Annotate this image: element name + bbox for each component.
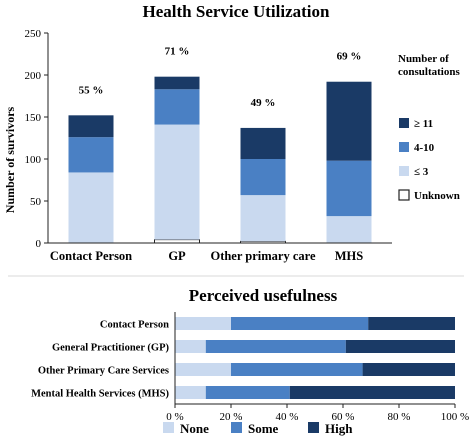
utilization-bar-segment	[326, 160, 372, 217]
usefulness-x-tick-label: 0 %	[166, 411, 183, 423]
utilization-bar-segment	[326, 81, 372, 161]
usefulness-legend-label: None	[180, 421, 209, 436]
utilization-y-tick-label: 150	[25, 112, 42, 124]
utilization-bar-segment	[240, 195, 286, 242]
usefulness-legend-swatch	[163, 422, 174, 433]
legend-title-line-1: Number of	[398, 53, 449, 65]
usefulness-x-tick-label: 60 %	[332, 411, 355, 423]
usefulness-x-tick-label: 40 %	[276, 411, 299, 423]
utilization-percent-label: 55 %	[79, 84, 104, 96]
usefulness-category-labels: Contact Person General Practitioner (GP) O…	[31, 320, 169, 400]
utilization-legend-swatch	[398, 189, 410, 201]
utilization-legend-swatch	[399, 118, 409, 128]
utilization-category-label: Contact Person	[50, 249, 132, 263]
utilization-y-ticks: 0 50 100 150 200 250	[25, 28, 48, 250]
utilization-bars	[68, 76, 372, 244]
utilization-legend-label: 4-10	[414, 142, 435, 154]
usefulness-bar-segment	[175, 363, 231, 376]
utilization-y-axis-label: Number of survivors	[3, 106, 17, 213]
usefulness-legend-swatch	[308, 422, 319, 433]
utilization-bar-segment	[154, 76, 200, 90]
usefulness-x-tick-label: 100 %	[441, 411, 469, 423]
usefulness-bar-segment	[345, 340, 455, 353]
utilization-bar-segment	[154, 124, 200, 240]
usefulness-legend-label: High	[325, 421, 353, 436]
utilization-y-tick-label: 50	[30, 196, 42, 208]
usefulness-legend-swatch	[231, 422, 242, 433]
usefulness-x-ticks: 0 % 20 % 40 % 60 % 80 % 100 %	[166, 404, 469, 423]
usefulness-bar-segment	[205, 386, 290, 399]
utilization-bar-segment	[240, 127, 286, 159]
usefulness-bar-segment	[205, 340, 346, 353]
usefulness-category-label: Mental Health Services (MHS)	[31, 389, 169, 400]
utilization-legend: Number of consultations ≥ 11 4-10 ≤ 3 Unkno…	[398, 53, 460, 202]
utilization-y-tick-label: 200	[25, 70, 42, 82]
usefulness-bar-segment	[231, 363, 363, 376]
usefulness-bar-segment	[175, 340, 206, 353]
utilization-y-tick-label: 250	[25, 28, 42, 40]
utilization-bar-segment	[154, 89, 200, 125]
usefulness-bar-segment	[368, 317, 455, 330]
utilization-percent-label: 69 %	[337, 51, 362, 63]
utilization-category-label: MHS	[335, 249, 364, 263]
utilization-bar-segment	[240, 159, 286, 196]
utilization-bar-segment	[68, 172, 114, 243]
usefulness-bar-segment	[289, 386, 455, 399]
usefulness-bar-segment	[231, 317, 369, 330]
utilization-bar-segment	[326, 216, 372, 243]
usefulness-bar-segment	[175, 386, 206, 399]
usefulness-legend-label: Some	[248, 421, 279, 436]
usefulness-legend: None Some High	[163, 421, 353, 436]
utilization-bar-segment	[68, 137, 114, 173]
utilization-legend-swatch	[399, 142, 409, 152]
usefulness-x-tick-label: 80 %	[388, 411, 411, 423]
utilization-y-tick-label: 100	[25, 154, 42, 166]
utilization-percent-label: 49 %	[251, 97, 276, 109]
usefulness-chart-title: Perceived usefulness	[189, 286, 338, 305]
usefulness-category-label: General Practitioner (GP)	[52, 343, 170, 354]
utilization-percent-labels: 55 % 71 % 49 % 69 %	[79, 46, 362, 109]
utilization-category-label: GP	[168, 249, 186, 263]
utilization-legend-items: ≥ 11 4-10 ≤ 3 Unknown	[398, 118, 460, 202]
utilization-legend-label: Unknown	[414, 190, 460, 202]
utilization-legend-label: ≤ 3	[414, 166, 429, 178]
utilization-bar-segment	[68, 115, 114, 138]
usefulness-chart: Perceived usefulness Contact Person Gener…	[31, 286, 469, 436]
utilization-legend-swatch	[399, 166, 409, 176]
utilization-category-label: Other primary care	[210, 249, 316, 263]
usefulness-bar-segment	[362, 363, 455, 376]
utilization-bar-segment	[154, 239, 200, 244]
usefulness-category-label: Contact Person	[100, 320, 169, 331]
utilization-percent-label: 71 %	[165, 46, 190, 58]
usefulness-bars	[175, 317, 455, 399]
usefulness-bar-segment	[175, 317, 231, 330]
utilization-chart-title: Health Service Utilization	[143, 2, 331, 21]
utilization-chart: Health Service Utilization Number of sur…	[3, 2, 460, 263]
usefulness-x-tick-label: 20 %	[220, 411, 243, 423]
utilization-category-labels: Contact Person GP Other primary care MHS	[50, 249, 363, 263]
legend-title-line-2: consultations	[398, 66, 460, 78]
utilization-legend-label: ≥ 11	[414, 118, 433, 130]
utilization-y-tick-label: 0	[36, 238, 42, 250]
usefulness-category-label: Other Primary Care Services	[38, 366, 169, 377]
